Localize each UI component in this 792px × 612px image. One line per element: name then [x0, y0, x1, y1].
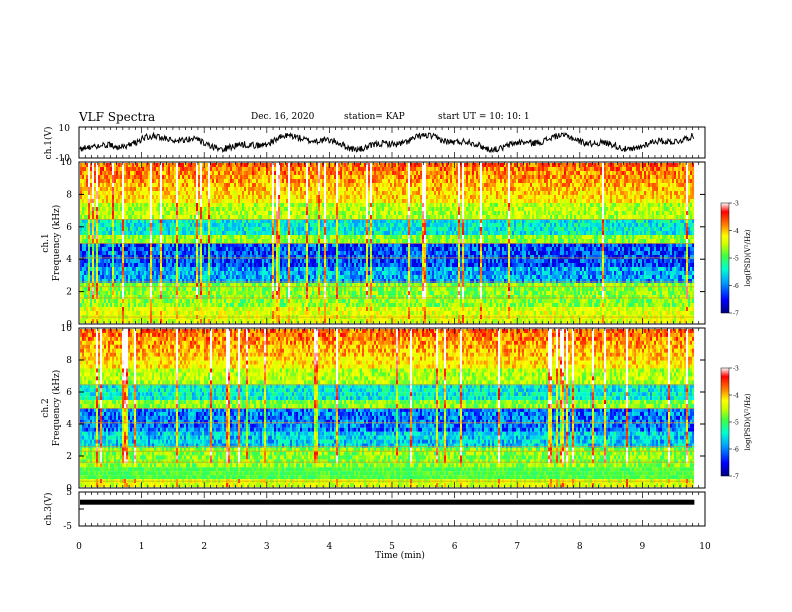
- station-label: station= KAP: [344, 112, 405, 122]
- xtick-label: 0: [76, 542, 82, 552]
- ch2-colorbar-ticks: -3 -4 -5 -6 -7: [729, 366, 739, 481]
- ytick-label: 10: [61, 158, 73, 168]
- colorbar-tick-label: -5: [733, 420, 739, 427]
- colorbar-tick-label: -7: [733, 311, 739, 318]
- ytick-label: 5: [66, 488, 72, 498]
- ch2-spectrogram-yticks: 0 2 4 6 8 10: [61, 324, 705, 494]
- time-axis-labels: 0 1 2 3 4 5 6 7 8 9 10: [76, 542, 711, 552]
- ytick-label: 10: [61, 324, 73, 334]
- ytick-label: 8: [66, 356, 72, 366]
- ch2-colorbar: [720, 367, 730, 477]
- colorbar-tick-label: -3: [733, 201, 739, 208]
- figure-title: VLF Spectra: [79, 110, 155, 124]
- ch1-spec-ylabel: ch.1: [41, 233, 51, 252]
- ch1-colorbar: [720, 202, 730, 314]
- xtick-label: 2: [201, 542, 207, 552]
- ch2-spectrogram-image: [80, 329, 695, 488]
- colorbar-tick-label: -7: [733, 474, 739, 481]
- ytick-label: 0: [66, 484, 72, 494]
- ch1-waveform-panel: 10 -10 ch.1(V): [43, 124, 706, 164]
- ytick-label: 2: [66, 452, 72, 462]
- xtick-label: 5: [389, 542, 395, 552]
- ch1-ytick-10: 10: [59, 124, 71, 134]
- start-time-label: start UT = 10: 10: 1: [438, 112, 530, 122]
- ytick-label: 2: [66, 288, 72, 298]
- xtick-label: 8: [577, 542, 583, 552]
- ch3-trace: [80, 499, 695, 505]
- ch2-spec-freq-label: Frequency (kHz): [51, 370, 62, 447]
- xtick-label: 6: [452, 542, 458, 552]
- ch1-colorbar-label: log(PSD)(V²/Hz): [744, 229, 752, 286]
- ytick-label: 6: [66, 223, 72, 233]
- ch3-ylabel: ch.3(V): [43, 493, 54, 526]
- xtick-label: 7: [514, 542, 520, 552]
- ch1-spectrogram-image: [80, 163, 695, 324]
- ytick-label: -5: [63, 522, 72, 532]
- colorbar-tick-label: -5: [733, 256, 739, 263]
- ch1-colorbar-ticks: -3 -4 -5 -6 -7: [729, 201, 739, 318]
- date-label: Dec. 16, 2020: [251, 112, 314, 122]
- xtick-label: 3: [264, 542, 270, 552]
- ch1-spec-freq-label: Frequency (kHz): [51, 205, 62, 282]
- ytick-label: 4: [66, 420, 72, 430]
- time-axis-ticks: [78, 127, 706, 526]
- ch1-trace: [79, 131, 695, 154]
- ytick-label: 4: [66, 255, 72, 265]
- colorbar-tick-label: -6: [733, 447, 739, 454]
- xtick-label: 9: [640, 542, 646, 552]
- xtick-label: 1: [139, 542, 145, 552]
- ch1-ylabel: ch.1(V): [43, 127, 54, 160]
- ch3-yticks: -5 5: [63, 488, 84, 532]
- xtick-label: 4: [327, 542, 333, 552]
- ytick-label: 8: [66, 190, 72, 200]
- colorbar-tick-label: -4: [733, 228, 739, 235]
- ytick-label: 6: [66, 388, 72, 398]
- ch1-ytick-neg10: -10: [56, 154, 71, 164]
- ch3-waveform-panel: -5 5 ch.3(V): [43, 488, 706, 532]
- ch2-colorbar-label: log(PSD)(V²/Hz): [744, 393, 752, 450]
- ch2-spec-ylabel: ch.2: [41, 398, 51, 417]
- colorbar-tick-label: -3: [733, 366, 739, 373]
- ch1-spectrogram-yticks: 0 2 4 6 8 10: [61, 158, 705, 330]
- colorbar-tick-label: -4: [733, 393, 739, 400]
- ytick-label: 0: [66, 320, 72, 330]
- time-axis-label: Time (min): [375, 550, 425, 561]
- colorbar-tick-label: -6: [733, 283, 739, 290]
- xtick-label: 10: [699, 542, 711, 552]
